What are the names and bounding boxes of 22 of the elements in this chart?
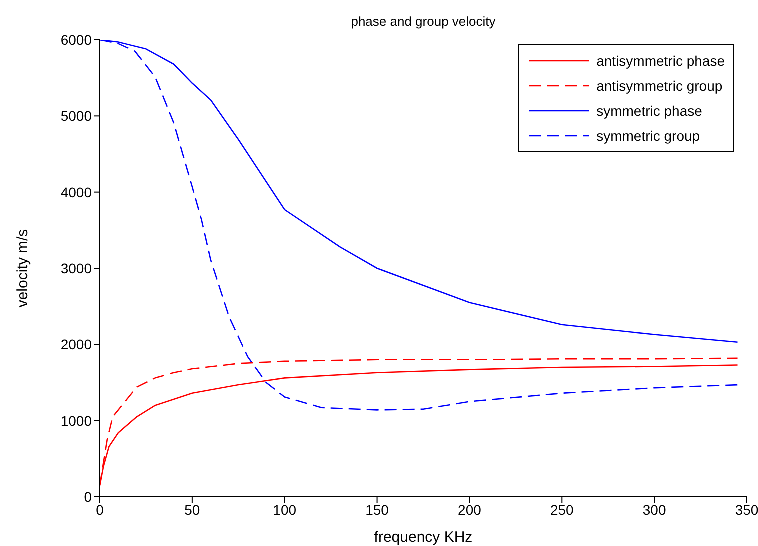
x-tick-label: 250 [550,502,574,518]
legend-label: antisymmetric group [596,78,723,94]
x-tick-label: 150 [366,502,390,518]
legend-label: symmetric group [596,128,700,144]
x-tick-label: 50 [184,502,200,518]
x-axis-title: frequency KHz [374,529,473,546]
y-tick-label: 0 [84,488,92,505]
y-tick-label: 2000 [60,336,92,353]
legend-label: symmetric phase [596,102,702,118]
y-tick-label: 3000 [60,260,92,276]
x-tick-label: 300 [642,502,666,518]
x-tick-label: 0 [96,502,104,518]
y-tick-label: 5000 [60,108,92,124]
chart-title: phase and group velocity [350,14,497,29]
y-tick-label: 1000 [60,412,92,429]
x-tick-label: 100 [273,502,297,518]
y-tick-label: 6000 [60,32,92,48]
x-tick-label: 350 [735,502,758,518]
y-axis-title: velocity m/s [14,229,32,308]
y-tick-label: 4000 [60,184,92,200]
x-tick-label: 200 [458,502,482,518]
legend-label: antisymmetric phase [596,52,725,68]
